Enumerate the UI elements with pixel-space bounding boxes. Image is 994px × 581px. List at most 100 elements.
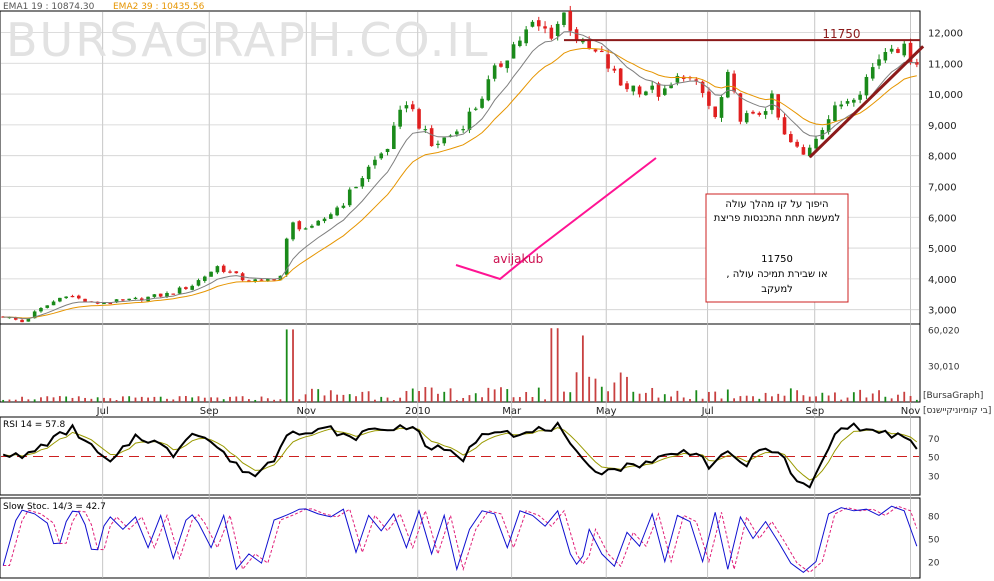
- candle-body: [593, 49, 598, 52]
- stochastic-axis: 80 50 20: [928, 512, 940, 568]
- volume-bar: [103, 397, 105, 402]
- volume-bar: [720, 398, 723, 402]
- candle-body: [83, 298, 87, 302]
- candle-body: [700, 81, 705, 94]
- volume-bar: [437, 393, 439, 402]
- volume-bar: [285, 329, 288, 402]
- volume-bar: [90, 398, 93, 402]
- candle-body: [896, 49, 900, 53]
- volume-bar: [71, 397, 74, 402]
- volume-bar: [342, 394, 345, 402]
- candle-body: [536, 20, 541, 27]
- volume-bar: [739, 396, 742, 402]
- candle-body: [486, 79, 491, 101]
- volume-bar: [745, 395, 748, 402]
- volume-bar: [518, 397, 521, 402]
- volume-bar: [292, 329, 294, 402]
- candle-body: [864, 76, 869, 96]
- candle-body: [354, 186, 358, 189]
- volume-bar: [21, 396, 23, 402]
- candle-body: [190, 285, 194, 290]
- candle-body: [266, 279, 270, 281]
- stochastic-panel: [0, 497, 921, 579]
- volume-bar: [563, 391, 565, 402]
- candle-body: [782, 117, 787, 135]
- volume-bar: [455, 400, 458, 402]
- ema1-line: [3, 31, 917, 320]
- candle-body: [467, 111, 472, 130]
- volume-bar: [241, 396, 244, 402]
- volume-bar: [121, 396, 124, 402]
- candle-body: [335, 207, 339, 216]
- axis-tick-label: 30: [928, 472, 940, 482]
- candle-body: [877, 59, 881, 66]
- volume-bar: [8, 399, 11, 402]
- candle-body: [127, 298, 131, 300]
- candle-body: [165, 292, 169, 297]
- candle-body: [562, 12, 566, 25]
- volume-bar: [884, 396, 887, 402]
- candle-body: [398, 109, 402, 127]
- candle-body: [316, 220, 321, 226]
- volume-bar: [40, 397, 42, 402]
- candle-body: [436, 143, 440, 145]
- volume-bar: [210, 397, 212, 402]
- volume-bar: [569, 392, 572, 402]
- ema2-label: EMA2 39 : 10435.56: [113, 2, 205, 12]
- candle-body: [833, 105, 837, 121]
- volume-bar: [682, 397, 685, 402]
- candle-body: [253, 279, 258, 282]
- rsi-label: RSI 14 = 57.8: [3, 420, 66, 430]
- candle-body: [51, 301, 56, 306]
- date-axis: Jul Sep Nov 2010 Mar May Jul Sep Nov: [96, 406, 921, 417]
- rising-trendline: [808, 45, 925, 159]
- volume-bar: [260, 396, 263, 402]
- candle-body: [108, 302, 113, 305]
- volume-panel: [0, 323, 921, 403]
- volume-bar: [525, 391, 528, 402]
- volume-source-tag: [BursaGraph]: [923, 391, 983, 401]
- candle-body: [410, 104, 415, 110]
- candle-body: [13, 317, 18, 320]
- date-tick-label: Sep: [805, 406, 824, 417]
- candle-body: [650, 85, 654, 90]
- axis-tick-label: 3,000: [928, 306, 957, 317]
- volume-bar: [834, 392, 836, 402]
- candle-body: [139, 298, 144, 301]
- candle-body: [322, 218, 327, 222]
- volume-bar: [600, 386, 603, 402]
- axis-tick-label: 4,000: [928, 275, 957, 286]
- axis-tick-label: 50: [928, 536, 940, 546]
- candle-body: [196, 280, 201, 286]
- volume-bar: [852, 392, 855, 402]
- candle-body: [662, 88, 667, 95]
- candle-body: [423, 129, 428, 131]
- volume-bar: [273, 399, 276, 402]
- candle-body: [870, 67, 875, 79]
- stochastic-label: Slow Stoc. 14/3 = 42.7: [3, 502, 106, 512]
- candle-body: [751, 111, 755, 114]
- candle-body: [618, 68, 623, 86]
- candle-body: [801, 147, 806, 155]
- volume-bar: [348, 394, 351, 402]
- volume-bar: [128, 396, 131, 402]
- volume-bar: [134, 397, 137, 402]
- volume-bar: [203, 397, 206, 402]
- volume-bar: [897, 394, 899, 402]
- volume-axis: 60,020 30,010: [928, 326, 960, 372]
- volume-bar: [764, 392, 767, 402]
- volume-bar: [172, 399, 175, 402]
- candle-body: [133, 297, 138, 299]
- candle-body: [70, 295, 75, 298]
- candle-body: [417, 109, 421, 129]
- volume-bar: [915, 399, 918, 402]
- axis-tick-label: 20: [928, 559, 940, 569]
- volume-bar: [266, 398, 269, 402]
- volume-bar: [871, 393, 874, 402]
- volume-bar: [556, 328, 559, 402]
- volume-bar: [323, 395, 326, 402]
- volume-bar: [531, 397, 534, 402]
- candle-body: [675, 75, 680, 83]
- candle-body: [310, 225, 314, 228]
